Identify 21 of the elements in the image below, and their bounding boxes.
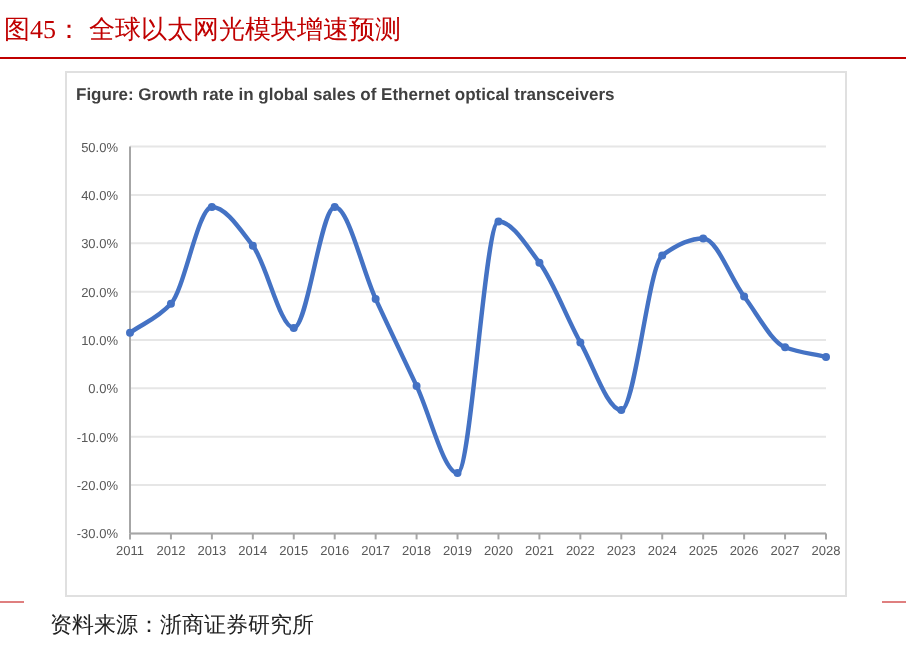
point bbox=[535, 258, 544, 267]
point bbox=[617, 406, 626, 415]
point bbox=[330, 203, 339, 212]
chart-subtitle: Figure: Growth rate in global sales of Ethernet optical transceivers bbox=[76, 84, 616, 104]
point bbox=[289, 323, 298, 332]
point bbox=[207, 203, 216, 212]
point bbox=[740, 292, 749, 301]
point bbox=[658, 251, 667, 260]
text: 资料来源：浙商证券研究所 bbox=[50, 612, 314, 638]
point bbox=[699, 234, 708, 243]
point bbox=[248, 241, 257, 250]
point bbox=[576, 338, 585, 347]
point bbox=[494, 217, 503, 226]
point bbox=[412, 381, 421, 390]
point bbox=[781, 343, 790, 352]
point bbox=[371, 294, 380, 303]
point bbox=[166, 299, 175, 308]
point bbox=[453, 468, 462, 477]
chart-title: 图45： 全球以太网光模块增速预测 bbox=[4, 14, 401, 44]
point bbox=[822, 352, 830, 361]
point bbox=[126, 328, 134, 337]
